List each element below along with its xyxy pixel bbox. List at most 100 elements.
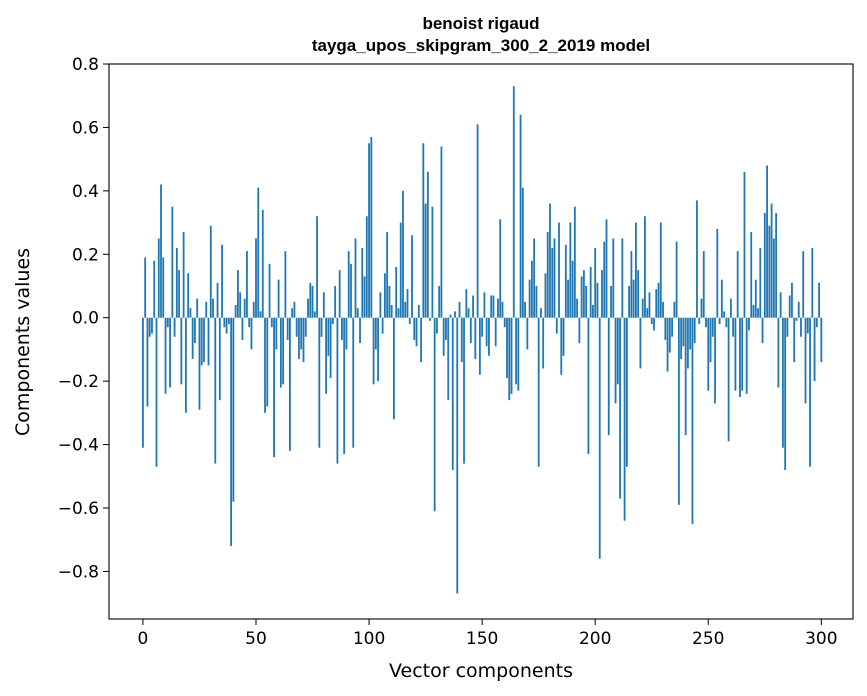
bar-181	[551, 247, 554, 318]
bar-95	[356, 308, 359, 318]
bar-253	[714, 317, 716, 404]
bar-148	[476, 124, 479, 318]
bar-209	[614, 317, 617, 404]
bar-149	[478, 317, 481, 375]
bar-236	[675, 241, 678, 318]
bar-146	[472, 295, 474, 318]
bar-121	[415, 317, 418, 347]
bar-45	[243, 298, 246, 318]
bar-97	[361, 247, 364, 318]
bar-67	[293, 301, 296, 318]
bar-211	[619, 317, 621, 499]
bar-15	[175, 247, 178, 318]
bar-74	[309, 282, 312, 318]
bar-251	[709, 317, 712, 363]
bar-291	[800, 317, 802, 337]
bar-219	[637, 270, 640, 318]
bar-134	[445, 317, 447, 340]
bar-53	[261, 209, 264, 318]
bar-79	[320, 317, 323, 337]
bar-285	[786, 317, 789, 337]
y-tick-label: −0.8	[58, 562, 99, 582]
bar-241	[687, 317, 689, 369]
bar-48	[250, 317, 253, 350]
bar-54	[264, 317, 266, 413]
bar-172	[530, 260, 533, 318]
bar-220	[639, 317, 642, 369]
bar-132	[440, 146, 443, 318]
bar-122	[417, 305, 420, 318]
bar-254	[716, 228, 719, 318]
x-tick-label: 200	[579, 629, 611, 649]
bar-84	[331, 317, 334, 325]
bar-205	[605, 219, 608, 318]
bar-217	[632, 279, 635, 318]
bar-18	[182, 232, 185, 318]
bar-299	[818, 282, 820, 318]
x-tick-label: 250	[692, 629, 724, 649]
bar-202	[598, 317, 601, 559]
bar-274	[761, 317, 764, 344]
bar-114	[399, 222, 402, 318]
bar-294	[806, 317, 809, 334]
bar-8	[160, 184, 162, 318]
bar-68	[295, 317, 298, 337]
bar-117	[406, 289, 409, 318]
bar-194	[580, 276, 583, 318]
bar-225	[650, 317, 653, 325]
bar-104	[377, 317, 380, 382]
bar-101	[370, 136, 373, 318]
bar-244	[693, 317, 696, 344]
bar-265	[741, 317, 744, 391]
bar-106	[381, 317, 384, 334]
bar-298	[815, 317, 818, 328]
bar-155	[492, 295, 495, 318]
bar-1	[144, 257, 147, 318]
bar-162	[508, 317, 511, 401]
bar-65	[289, 317, 291, 451]
bar-81	[325, 317, 327, 394]
bar-100	[368, 143, 370, 318]
bar-38	[227, 317, 230, 325]
bar-110	[390, 305, 393, 318]
bar-59	[275, 317, 278, 350]
bar-105	[379, 292, 382, 318]
bars-group	[142, 86, 823, 594]
bar-196	[585, 286, 588, 318]
bar-116	[404, 301, 407, 318]
bar-55	[266, 317, 269, 407]
bar-165	[515, 317, 517, 385]
bar-177	[542, 317, 545, 369]
bar-125	[424, 203, 427, 318]
y-tick-label: 0.4	[72, 182, 99, 202]
bar-201	[596, 282, 599, 318]
bar-289	[795, 317, 798, 321]
bar-102	[372, 317, 375, 385]
bar-43	[239, 292, 242, 318]
bar-189	[569, 222, 572, 318]
bar-9	[162, 257, 165, 318]
bar-246	[698, 317, 701, 325]
bar-223	[646, 308, 649, 318]
bar-184	[558, 222, 560, 318]
bar-140	[458, 301, 461, 318]
bar-258	[725, 317, 728, 328]
bar-93	[352, 317, 355, 448]
bar-41	[234, 305, 237, 318]
bar-264	[739, 317, 741, 397]
bar-108	[386, 232, 389, 318]
bar-99	[365, 216, 368, 318]
x-tick-label: 50	[245, 629, 267, 649]
bar-126	[426, 171, 429, 318]
bar-290	[797, 301, 800, 318]
bar-232	[666, 317, 669, 372]
bar-215	[628, 286, 631, 318]
bar-26	[200, 317, 203, 366]
bar-275	[763, 213, 766, 318]
chart-title: benoist rigaud	[422, 14, 539, 33]
bar-135	[447, 317, 450, 401]
bar-221	[641, 298, 644, 318]
bar-214	[625, 317, 628, 467]
bar-37	[225, 317, 228, 334]
bar-300	[820, 317, 823, 363]
